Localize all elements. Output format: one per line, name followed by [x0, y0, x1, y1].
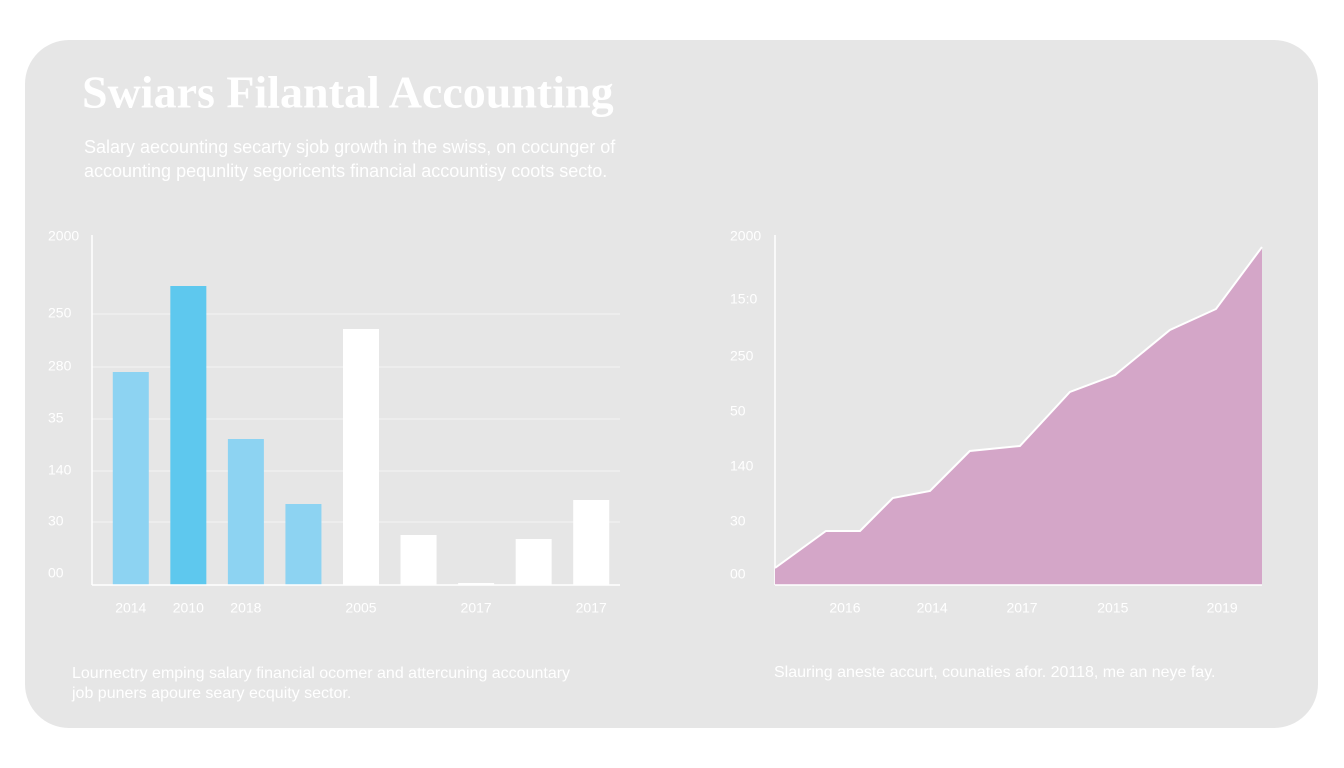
y-tick-label: 30: [48, 513, 64, 529]
bar: [400, 535, 437, 585]
x-tick-label: 2017: [576, 600, 607, 616]
bar: [458, 583, 495, 585]
y-tick-label: 15:0: [730, 291, 757, 307]
x-tick-label: 2016: [829, 600, 860, 616]
x-tick-label: 2018: [230, 600, 261, 616]
title: Swiars Filantal Accounting: [82, 67, 614, 118]
x-tick-label: 2015: [1097, 600, 1128, 616]
area: [775, 247, 1262, 585]
bar: [515, 539, 552, 585]
bar: [573, 500, 610, 585]
subtitle: accounting pequnlity segoricents financi…: [84, 161, 607, 181]
caption: job puners apoure seary ecquity sector.: [71, 685, 351, 702]
x-tick-label: 2010: [173, 600, 204, 616]
x-tick-label: 2005: [345, 600, 376, 616]
y-tick-label: 30: [730, 513, 746, 529]
bar: [285, 504, 322, 585]
x-tick-label: 2019: [1207, 600, 1238, 616]
bar: [227, 439, 264, 585]
bar: [112, 372, 149, 585]
y-tick-label: 250: [730, 348, 754, 364]
caption: Lournectry emping salary financial ocome…: [72, 665, 570, 682]
y-tick-label: 140: [730, 458, 754, 474]
y-tick-label: 250: [48, 305, 72, 321]
area-line: [774, 246, 1263, 569]
y-tick-label: 140: [48, 462, 72, 478]
y-tick-label: 35: [48, 410, 64, 426]
y-tick-label: 280: [48, 358, 72, 374]
caption: Slauring aneste accurt, counaties afor. …: [774, 664, 1215, 681]
x-tick-label: 2017: [461, 600, 492, 616]
y-tick-label: 50: [730, 403, 746, 419]
y-tick-label: 2000: [730, 228, 761, 244]
bar: [170, 286, 207, 585]
subtitle: Salary aecounting secarty sjob growth in…: [84, 137, 616, 157]
bar: [343, 329, 379, 585]
y-tick-label: 2000: [48, 228, 79, 244]
x-tick-label: 2014: [917, 600, 948, 616]
x-tick-label: 2017: [1006, 600, 1037, 616]
y-tick-label: 00: [48, 565, 64, 581]
x-tick-label: 2014: [115, 600, 146, 616]
y-tick-label: 00: [730, 566, 746, 582]
